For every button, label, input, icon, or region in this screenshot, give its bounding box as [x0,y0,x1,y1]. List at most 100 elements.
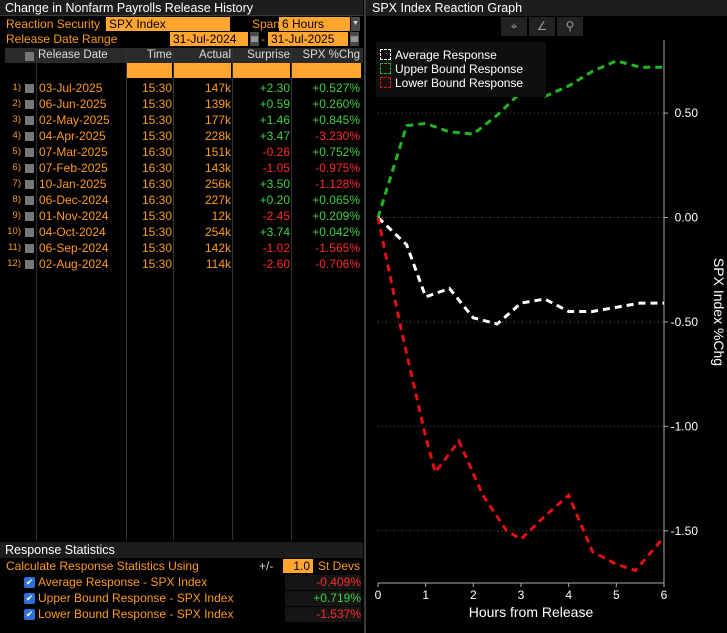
row-index: 2) [12,98,21,109]
surprise-value: +3.47 [259,129,290,143]
row-index: 6) [12,162,21,173]
release-date: 02-May-2025 [39,113,110,127]
legend-swatch [380,49,391,60]
reaction-security-label: Reaction Security [6,17,101,31]
actual-value: 254k [204,225,231,239]
row-checkbox[interactable] [25,132,34,141]
release-time: 15:30 [141,241,172,255]
table-row[interactable]: 1) 03-Jul-2025 15:30 147k +2.30 +0.527% [0,80,363,96]
y-tick-label: -1.00 [671,419,699,433]
filter-actual[interactable] [174,63,231,78]
surprise-value: +0.20 [259,193,290,207]
release-time: 15:30 [141,225,172,239]
span-dropdown-icon[interactable]: ▼ [351,17,360,31]
y-axis-label: SPX Index %Chg [711,258,727,366]
release-time: 15:30 [141,209,172,223]
release-date: 10-Jan-2025 [39,177,107,191]
legend-lower[interactable]: Lower Bound Response [380,76,523,90]
chart-legend: Average Response Upper Bound Response Lo… [376,42,546,97]
row-index: 9) [12,210,21,221]
col-actual[interactable]: Actual [199,49,231,61]
row-checkbox[interactable] [25,100,34,109]
check-icon[interactable]: ✔ [24,577,35,588]
check-icon[interactable]: ✔ [24,593,35,604]
row-index: 3) [12,114,21,125]
col-time[interactable]: Time [146,49,172,61]
surprise-value: +3.50 [259,177,290,191]
pencil-icon[interactable]: ∠ [529,17,555,36]
y-tick-label: 0.00 [675,211,699,225]
table-row[interactable]: 4) 04-Apr-2025 15:30 228k +3.47 -3.230% [0,128,363,144]
row-checkbox[interactable] [25,212,34,221]
table-row[interactable]: 9) 01-Nov-2024 15:30 12k -2.45 +0.209% [0,208,363,224]
date-end-input[interactable]: 31-Jul-2025 [268,32,348,46]
date-start-input[interactable]: 31-Jul-2024 [170,32,248,46]
table-row[interactable]: 10) 04-Oct-2024 15:30 254k +3.74 +0.042% [0,224,363,240]
release-time: 15:30 [141,113,172,127]
row-checkbox[interactable] [25,116,34,125]
actual-value: 139k [204,97,231,111]
select-all-checkbox[interactable] [25,52,34,61]
legend-upper[interactable]: Upper Bound Response [380,62,523,76]
surprise-value: +3.74 [259,225,290,239]
span-select[interactable]: 6 Hours [279,17,350,31]
stat-value: -1.537% [285,607,361,622]
row-checkbox[interactable] [25,148,34,157]
table-row[interactable]: 3) 02-May-2025 15:30 177k +1.46 +0.845% [0,112,363,128]
row-checkbox[interactable] [25,260,34,269]
row-checkbox[interactable] [25,196,34,205]
table-row[interactable]: 6) 07-Feb-2025 16:30 143k -1.05 -0.975% [0,160,363,176]
release-date: 06-Dec-2024 [39,193,109,207]
row-checkbox[interactable] [25,164,34,173]
stat-lower-row: ✔ Lower Bound Response - SPX Index -1.53… [0,607,363,622]
surprise-value: +2.30 [259,81,290,95]
series-line-average [376,216,664,326]
row-index: 1) [12,82,21,93]
x-tick-label: 2 [470,588,477,602]
spx-change-value: +0.752% [312,145,360,159]
reaction-security-input[interactable]: SPX Index [106,17,230,31]
y-tick-label: 0.50 [675,106,699,120]
check-icon[interactable]: ✔ [24,609,35,620]
row-checkbox[interactable] [25,244,34,253]
divider [36,48,37,540]
row-index: 10) [7,226,21,237]
actual-value: 256k [204,177,231,191]
magnifier-icon[interactable]: ⚲ [557,17,583,36]
row-checkbox[interactable] [25,228,34,237]
actual-value: 228k [204,129,231,143]
spx-change-value: -3.230% [315,129,360,143]
legend-label: Average Response [395,48,497,62]
row-checkbox[interactable] [25,84,34,93]
release-date: 06-Jun-2025 [39,97,107,111]
col-spx-chg[interactable]: SPX %Chg [302,49,360,61]
table-row[interactable]: 11) 06-Sep-2024 15:30 142k -1.02 -1.565% [0,240,363,256]
calendar-end-icon[interactable]: ▤ [350,32,359,46]
row-index: 11) [7,242,21,253]
release-time: 15:30 [141,129,172,143]
crosshair-icon[interactable]: ⌖ [501,17,527,36]
release-history-panel: Change in Nonfarm Payrolls Release Histo… [0,0,363,633]
divider [173,48,174,540]
release-date: 02-Aug-2024 [39,257,109,271]
calendar-start-icon[interactable]: ▤ [250,32,259,46]
table-row[interactable]: 5) 07-Mar-2025 16:30 151k -0.26 +0.752% [0,144,363,160]
panel-title: Change in Nonfarm Payrolls Release Histo… [0,0,363,16]
filter-surprise[interactable] [233,63,290,78]
stdev-input[interactable]: 1.0 [283,559,313,573]
table-row[interactable]: 7) 10-Jan-2025 16:30 256k +3.50 -1.128% [0,176,363,192]
row-checkbox[interactable] [25,180,34,189]
stat-upper-row: ✔ Upper Bound Response - SPX Index +0.71… [0,591,363,606]
spx-change-value: +0.065% [312,193,360,207]
x-tick-label: 6 [661,588,668,602]
date-range-label: Release Date Range [6,32,118,46]
release-time: 16:30 [141,177,172,191]
filter-time[interactable] [127,63,172,78]
filter-spx[interactable] [292,63,361,78]
col-surprise[interactable]: Surprise [247,49,290,61]
table-row[interactable]: 8) 06-Dec-2024 16:30 227k +0.20 +0.065% [0,192,363,208]
legend-average[interactable]: Average Response [380,48,497,62]
table-row[interactable]: 2) 06-Jun-2025 15:30 139k +0.59 +0.260% [0,96,363,112]
table-row[interactable]: 12) 02-Aug-2024 15:30 114k -2.60 -0.706% [0,256,363,272]
col-release-date[interactable]: Release Date [38,49,108,61]
